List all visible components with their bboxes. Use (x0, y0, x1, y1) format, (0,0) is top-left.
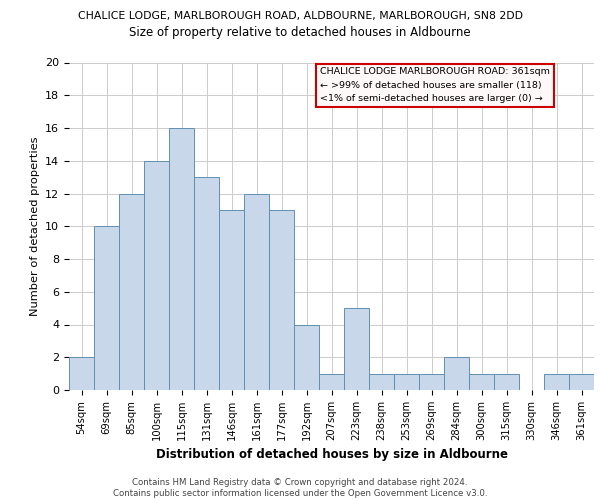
Text: Contains HM Land Registry data © Crown copyright and database right 2024.
Contai: Contains HM Land Registry data © Crown c… (113, 478, 487, 498)
Bar (269, 210, 294, 390)
Bar (194, 177, 219, 390)
Bar (344, 308, 369, 390)
Bar (244, 194, 269, 390)
Bar (444, 357, 469, 390)
Bar (144, 161, 169, 390)
Bar (369, 374, 394, 390)
X-axis label: Distribution of detached houses by size in Aldbourne: Distribution of detached houses by size … (155, 448, 508, 462)
Bar (294, 324, 319, 390)
Bar (569, 374, 594, 390)
Bar (319, 374, 344, 390)
Bar (119, 194, 144, 390)
Text: CHALICE LODGE, MARLBOROUGH ROAD, ALDBOURNE, MARLBOROUGH, SN8 2DD: CHALICE LODGE, MARLBOROUGH ROAD, ALDBOUR… (77, 12, 523, 22)
Bar (69, 357, 94, 390)
Text: CHALICE LODGE MARLBOROUGH ROAD: 361sqm
← >99% of detached houses are smaller (11: CHALICE LODGE MARLBOROUGH ROAD: 361sqm ←… (320, 68, 550, 103)
Bar (494, 374, 519, 390)
Bar (544, 374, 569, 390)
Bar (419, 374, 444, 390)
Bar (219, 210, 244, 390)
Y-axis label: Number of detached properties: Number of detached properties (29, 136, 40, 316)
Text: Size of property relative to detached houses in Aldbourne: Size of property relative to detached ho… (129, 26, 471, 39)
Bar (169, 128, 194, 390)
Bar (94, 226, 119, 390)
Bar (394, 374, 419, 390)
Bar (469, 374, 494, 390)
